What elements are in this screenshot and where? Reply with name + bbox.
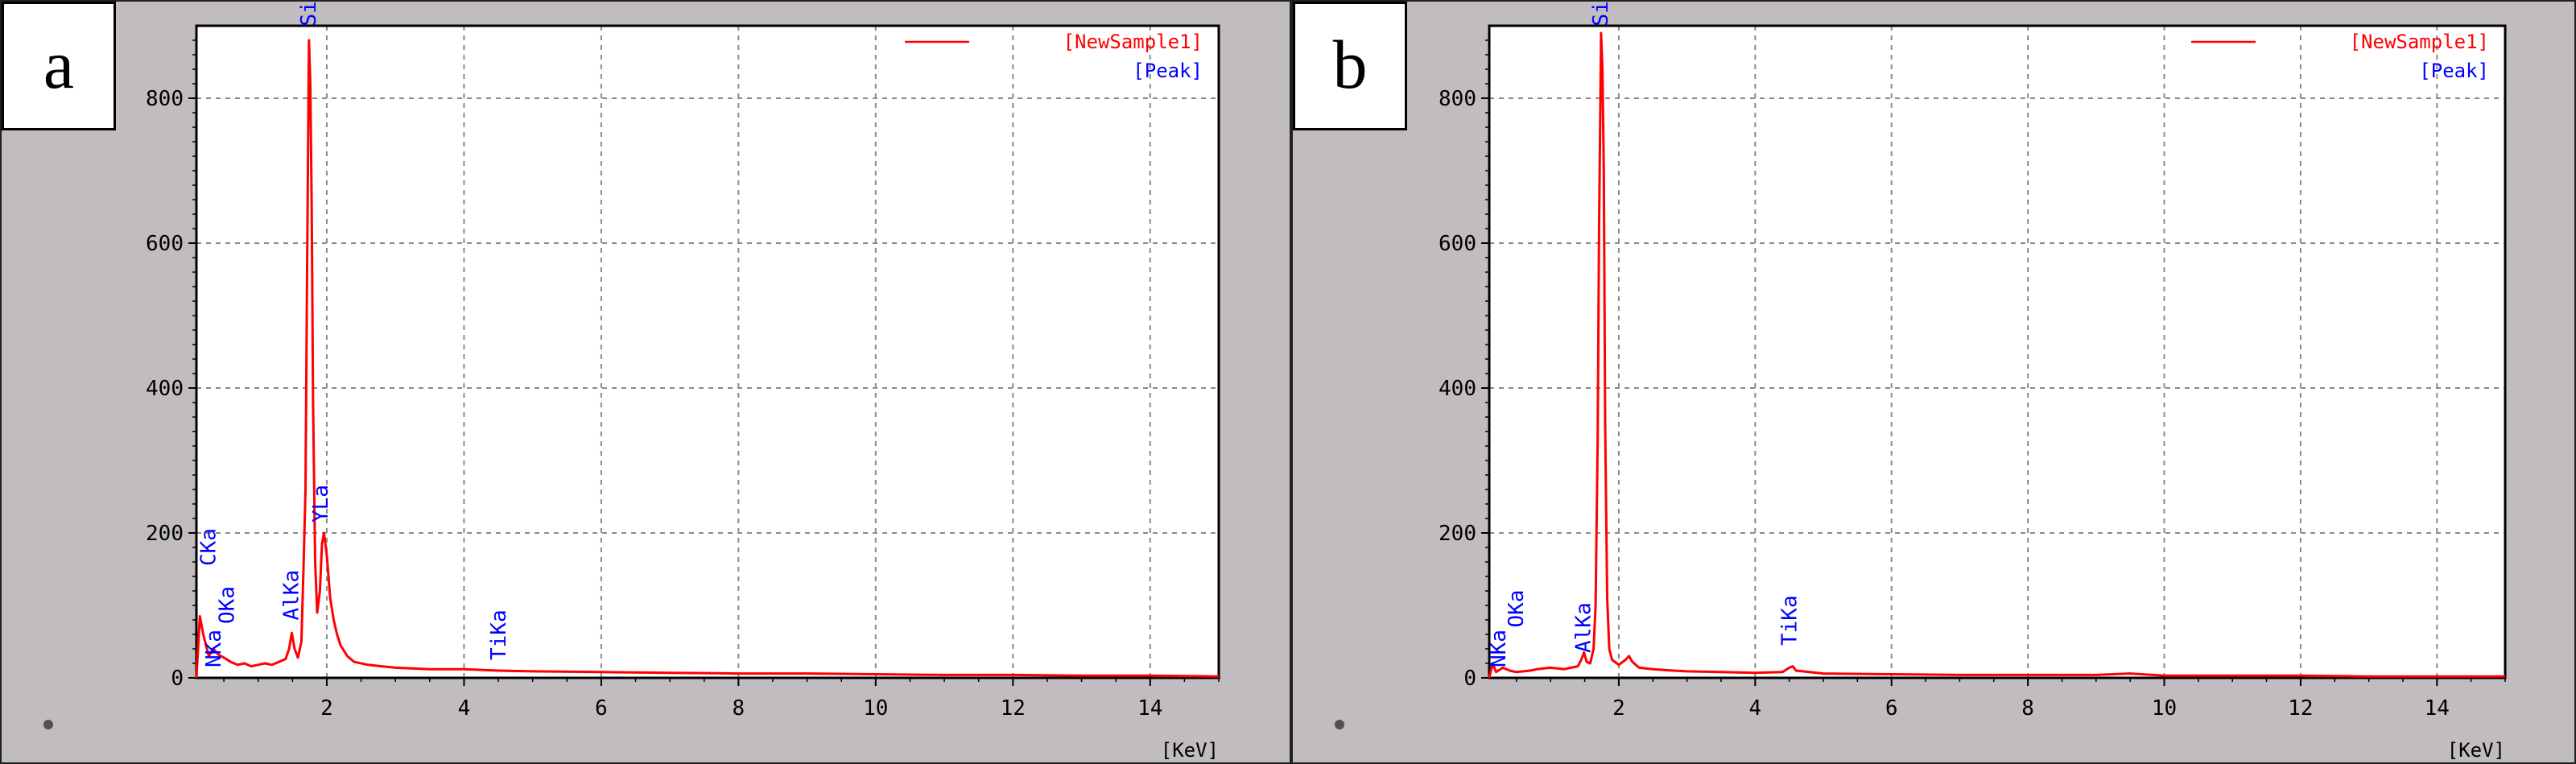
y-tick-label: 600	[1439, 232, 1476, 256]
corner-dot	[43, 720, 53, 729]
peak-label: TiKa	[487, 609, 511, 660]
peak-label: NKa	[1487, 630, 1511, 667]
peak-label: SiKa	[1589, 2, 1613, 27]
y-tick-label: 400	[146, 377, 184, 401]
x-tick-label: 6	[1885, 696, 1898, 721]
peak-label: CKa	[196, 528, 221, 566]
x-tick-label: 10	[863, 696, 888, 721]
x-tick-label: 12	[1001, 696, 1026, 721]
eds-spectrum-chart-a: 0 200 400 600 800 2 4 6 8 10 12 14 CKa NKa OKa AlKa SiKa…	[43, 2, 1220, 762]
x-tick-label: 12	[2288, 696, 2313, 721]
spectrum-line	[195, 39, 1220, 679]
corner-dot	[1335, 720, 1344, 729]
y-tick-label: 600	[146, 232, 184, 256]
spectrum-panel-a: a 0 200 400 600 800 2 4 6 8 10 12 14 CKa NKa OKa AlKa Si…	[0, 0, 1291, 764]
peak-label: OKa	[1505, 590, 1529, 628]
peak-label: TiKa	[1778, 595, 1802, 646]
axes-frame	[1488, 24, 2507, 679]
peak-label: OKa	[215, 586, 239, 624]
x-tick-label: 2	[320, 696, 333, 721]
panel-label-a: a	[2, 2, 116, 130]
x-tick-label: 14	[1137, 696, 1162, 721]
panel-label-b: b	[1293, 2, 1407, 130]
plot-area	[1489, 26, 2505, 678]
y-tick-label: 0	[1463, 667, 1476, 691]
legend-entry-sample: [NewSample1]	[2350, 31, 2489, 53]
y-tick-label: 400	[1439, 377, 1476, 401]
x-tick-label: 4	[458, 696, 471, 721]
x-tick-label: 2	[1612, 696, 1625, 721]
y-tick-label: 200	[1439, 522, 1476, 546]
x-tick-label: 6	[595, 696, 608, 721]
legend-entry-peak: [Peak]	[1133, 60, 1203, 82]
y-tick-label: 0	[171, 667, 184, 691]
y-tick-label: 200	[146, 522, 184, 546]
x-tick-label: 14	[2425, 696, 2450, 721]
peak-label: NKa	[202, 630, 226, 667]
peak-label: AlKa	[279, 570, 303, 621]
legend-entry-sample: [NewSample1]	[1063, 31, 1203, 53]
peak-label: SiKa	[297, 2, 321, 27]
x-tick-label: 8	[2021, 696, 2034, 721]
y-tick-label: 800	[146, 87, 184, 111]
x-axis-unit-label: [KeV]	[1161, 739, 1219, 762]
y-tick-label: 800	[1439, 87, 1476, 111]
x-tick-label: 10	[2152, 696, 2177, 721]
legend-entry-peak: [Peak]	[2419, 60, 2489, 82]
x-axis-unit-label: [KeV]	[2447, 739, 2505, 762]
x-tick-label: 8	[733, 696, 745, 721]
axes-frame	[195, 24, 1220, 679]
x-tick-label: 4	[1748, 696, 1761, 721]
peak-label: AlKa	[1572, 602, 1596, 653]
plot-area	[196, 26, 1219, 678]
peak-label: YLa	[309, 485, 333, 522]
spectrum-line	[1488, 31, 2505, 679]
